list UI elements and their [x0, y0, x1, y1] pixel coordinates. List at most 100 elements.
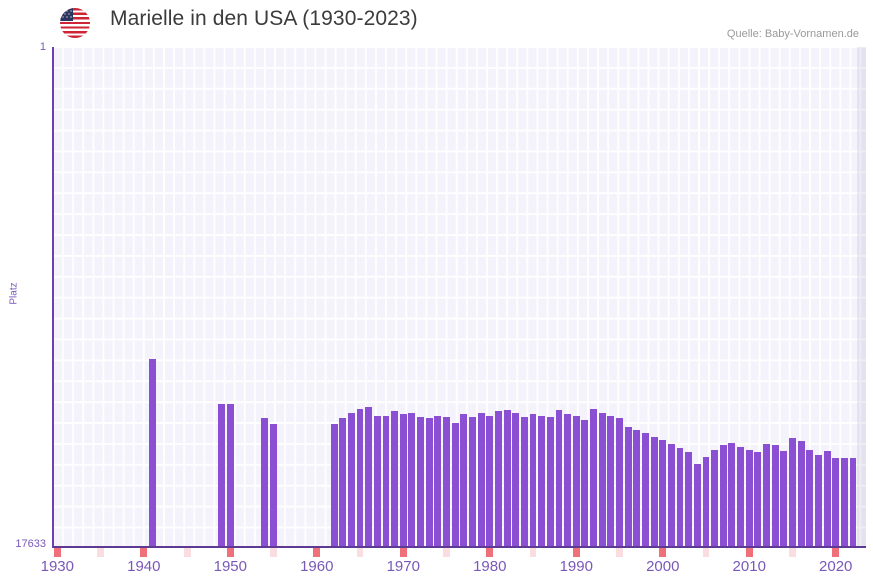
bar	[780, 451, 788, 547]
usa-flag-icon	[60, 8, 90, 38]
bar	[486, 415, 494, 547]
bar	[814, 455, 822, 547]
bar	[347, 412, 355, 547]
bar	[477, 412, 485, 547]
bar	[789, 438, 796, 547]
bar	[330, 424, 338, 547]
x-axis-tick	[529, 548, 537, 557]
x-axis-tick	[443, 548, 450, 557]
bar	[616, 418, 623, 547]
bar	[149, 358, 156, 547]
bar	[624, 426, 632, 547]
bar	[261, 418, 269, 547]
x-axis-tick	[572, 548, 580, 557]
bar	[849, 458, 857, 547]
x-axis-tick-label: 2010	[732, 558, 766, 575]
x-axis-tick	[832, 548, 840, 557]
bar	[763, 443, 770, 547]
y-axis-line	[52, 47, 54, 548]
bar	[650, 436, 658, 547]
bar	[399, 414, 407, 547]
x-axis-tick	[183, 548, 191, 557]
bar	[564, 414, 572, 547]
bar	[832, 458, 840, 547]
bar	[607, 415, 615, 547]
bar	[529, 414, 537, 547]
bar-series	[53, 47, 866, 547]
x-axis-tick-label: 1930	[40, 558, 74, 575]
bar	[503, 409, 511, 547]
bar	[494, 411, 502, 547]
x-axis-tick-label: 1940	[127, 558, 161, 575]
bar	[840, 458, 848, 547]
bar	[538, 415, 546, 547]
bar	[806, 449, 814, 547]
y-axis-label-bottom: 17633	[15, 538, 46, 550]
x-axis-tick	[486, 548, 494, 557]
x-axis-ticks	[53, 548, 866, 557]
bar	[711, 449, 719, 547]
x-axis-tick-label: 2000	[646, 558, 680, 575]
bar	[425, 418, 433, 547]
bar	[365, 407, 373, 547]
bar	[745, 449, 753, 547]
bar	[823, 451, 831, 547]
bar	[581, 419, 589, 547]
y-axis-title: Platz	[8, 282, 20, 305]
x-axis-tick-label: 2020	[819, 558, 853, 575]
bar	[641, 432, 649, 547]
bar	[555, 409, 563, 547]
x-axis-tick	[97, 548, 105, 557]
bar	[460, 414, 468, 547]
bar	[356, 408, 364, 547]
bar	[676, 448, 684, 547]
bar	[598, 412, 606, 547]
bar	[226, 404, 234, 547]
x-axis-tick	[226, 548, 234, 557]
x-axis-tick	[702, 548, 710, 557]
plot-area	[53, 47, 866, 547]
bar	[693, 463, 701, 547]
x-axis-tick	[313, 548, 321, 557]
x-axis-tick	[399, 548, 407, 557]
bar	[408, 412, 416, 547]
x-axis-tick	[659, 548, 667, 557]
x-axis-tick-label: 1970	[386, 558, 420, 575]
bar	[633, 429, 641, 547]
bar	[417, 417, 425, 547]
x-axis-tick	[745, 548, 753, 557]
x-axis-tick-label: 1980	[473, 558, 507, 575]
bar	[443, 417, 450, 547]
bar	[797, 441, 805, 547]
chart-header: Marielle in den USA (1930-2023) Quelle: …	[0, 0, 873, 47]
bar	[685, 452, 693, 547]
bar	[754, 452, 762, 547]
no-data-region	[857, 47, 866, 547]
bar	[469, 417, 476, 547]
bar	[702, 456, 710, 547]
x-axis-tick-label: 1990	[559, 558, 593, 575]
bar	[512, 412, 520, 547]
bar	[270, 424, 277, 547]
bar	[572, 415, 580, 547]
bar	[382, 415, 390, 547]
source-attribution: Quelle: Baby-Vornamen.de	[726, 28, 859, 40]
x-axis-labels: 1930 1940 1950 1960 1970 1980 1990 2000 2010 2020	[0, 558, 873, 586]
y-axis-label-top: 1	[39, 41, 46, 53]
x-axis-tick-label: 1960	[300, 558, 334, 575]
bar	[520, 417, 528, 547]
x-axis-tick	[616, 548, 623, 557]
bar	[373, 415, 381, 547]
bar	[218, 404, 226, 547]
bar	[737, 446, 745, 547]
bar	[667, 443, 675, 547]
bar	[339, 418, 347, 547]
bar	[728, 442, 736, 547]
x-axis-tick	[53, 548, 61, 557]
bar	[659, 439, 667, 547]
bar	[434, 415, 442, 547]
x-axis-line	[53, 546, 866, 548]
bar	[590, 408, 597, 547]
bar	[451, 422, 459, 547]
x-axis-tick	[140, 548, 148, 557]
